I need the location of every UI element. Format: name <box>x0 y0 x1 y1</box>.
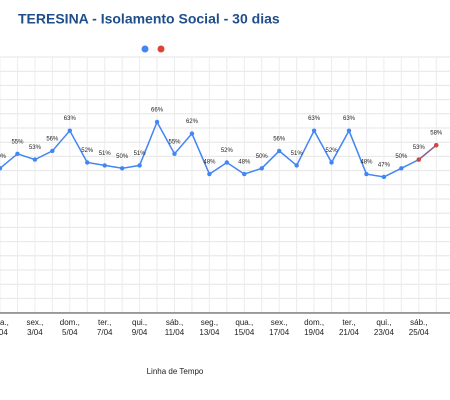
point <box>346 128 352 133</box>
point <box>416 157 421 162</box>
point <box>311 128 317 133</box>
point <box>15 151 20 157</box>
x-tick-label: ter., 7/04 <box>97 318 113 337</box>
legend-marker <box>141 45 149 53</box>
x-tick-label: qui., 9/04 <box>132 318 148 337</box>
point <box>434 142 439 148</box>
data-label: 63% <box>308 116 321 122</box>
point <box>329 160 334 165</box>
point <box>172 151 177 157</box>
point <box>381 174 387 180</box>
data-label: 56% <box>46 137 59 143</box>
legend <box>141 45 165 53</box>
grid <box>0 56 450 314</box>
data-label: 56% <box>273 137 286 143</box>
data-label: 55% <box>11 139 24 145</box>
line <box>418 144 437 161</box>
data-label: 63% <box>64 116 77 122</box>
data-label: 55% <box>168 139 181 145</box>
point <box>207 171 212 177</box>
x-tick-label: qua., 15/04 <box>234 318 255 337</box>
data-label: 53% <box>29 145 42 151</box>
data-label: 51% <box>134 151 147 157</box>
x-tick-label: sáb., 25/04 <box>409 318 430 337</box>
x-tick-label: seg., 13/04 <box>199 318 220 337</box>
line <box>0 120 437 178</box>
data-label: 47% <box>378 163 391 169</box>
x-tick-label: ter., 21/04 <box>339 318 360 337</box>
point <box>224 160 230 165</box>
point <box>242 171 247 177</box>
point <box>189 131 195 136</box>
point <box>259 166 264 171</box>
data-label: 51% <box>99 151 112 157</box>
data-label: 50% <box>395 154 408 160</box>
data-label: 50% <box>0 154 7 160</box>
point <box>119 166 125 171</box>
data-label: 50% <box>116 154 129 160</box>
data-label: 51% <box>291 151 304 157</box>
x-tick-label: qua.,1/04 <box>0 318 9 337</box>
legend-marker <box>157 45 165 53</box>
point <box>67 128 73 133</box>
data-label: 52% <box>81 148 94 154</box>
x-tick-label: sex., 17/04 <box>269 318 290 337</box>
x-axis-title: Linha de Tempo <box>147 367 204 376</box>
point <box>137 163 142 168</box>
point <box>294 163 299 168</box>
point <box>85 160 90 165</box>
data-label: 48% <box>360 160 373 166</box>
x-tick-label: dom., 5/04 <box>60 318 80 337</box>
data-label: 48% <box>203 160 216 166</box>
data-label: 58% <box>430 131 443 137</box>
point <box>399 166 404 171</box>
chart-title: TERESINA - Isolamento Social - 30 dias <box>18 11 280 27</box>
point <box>0 166 3 171</box>
point <box>154 119 160 125</box>
point <box>50 148 55 154</box>
data-label: 66% <box>151 108 164 114</box>
point <box>364 171 369 177</box>
point <box>32 157 38 162</box>
x-tick-label: sáb., 11/04 <box>165 318 185 337</box>
point <box>277 148 282 154</box>
data-label: 50% <box>256 154 269 160</box>
data-label: 53% <box>413 145 426 151</box>
x-tick-label: qui., 23/04 <box>374 318 395 337</box>
data-label: 52% <box>326 148 339 154</box>
data-label: 63% <box>343 116 356 122</box>
point <box>102 163 107 168</box>
data-label: 52% <box>221 148 234 154</box>
data-label: 62% <box>186 119 199 125</box>
x-tick-label: dom., 19/04 <box>304 318 325 337</box>
x-tick-label: sex., 3/04 <box>26 318 43 337</box>
data-label: 48% <box>238 160 251 166</box>
